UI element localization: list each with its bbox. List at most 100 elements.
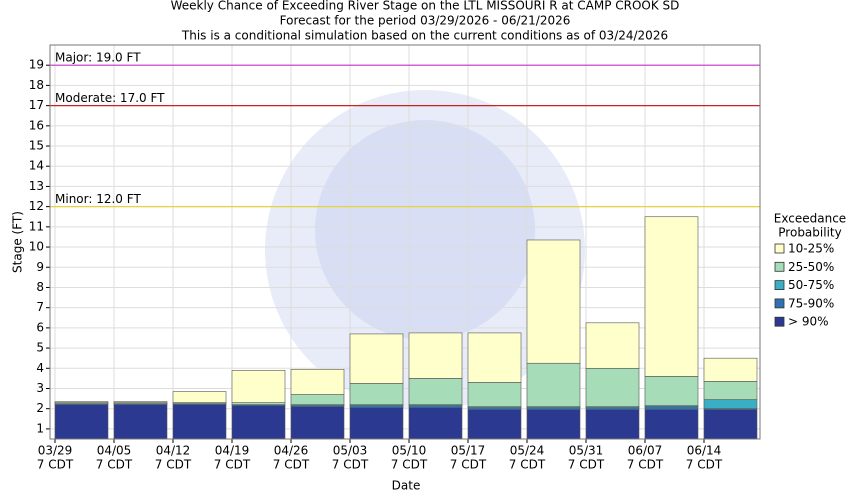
legend-title: Exceedance xyxy=(774,212,846,226)
x-tick-label: 04/12 xyxy=(156,444,191,458)
bar-segment xyxy=(408,378,463,405)
x-tick-time: 7 CDT xyxy=(332,458,369,472)
x-tick-label: 04/05 xyxy=(97,444,132,458)
x-tick-label: 04/26 xyxy=(274,444,309,458)
flood-stage-label: Major: 19.0 FT xyxy=(55,51,141,65)
legend-swatch xyxy=(774,316,785,327)
legend-swatch xyxy=(774,243,785,254)
bar-segment xyxy=(467,409,522,440)
bar-segment xyxy=(172,391,227,403)
y-tick-label: 12 xyxy=(29,199,44,213)
y-tick-label: 13 xyxy=(29,179,44,193)
y-tick-label: 19 xyxy=(29,58,44,72)
bar-segment xyxy=(585,367,640,407)
x-tick-time: 7 CDT xyxy=(450,458,487,472)
flood-stage-label: Moderate: 17.0 FT xyxy=(55,91,165,105)
legend-swatch xyxy=(774,261,785,272)
x-axis-label: Date xyxy=(392,479,421,493)
bar-segment xyxy=(290,368,345,395)
bar-segment xyxy=(526,239,581,364)
bar-segment xyxy=(467,382,522,407)
bar-segment xyxy=(113,401,168,403)
title-line: This is a conditional simulation based o… xyxy=(181,29,668,43)
bar-segment xyxy=(54,401,109,403)
x-tick-time: 7 CDT xyxy=(391,458,428,472)
x-tick-label: 06/07 xyxy=(628,444,663,458)
bar-segment xyxy=(349,333,404,384)
bar-segment xyxy=(290,394,345,405)
y-tick-label: 16 xyxy=(29,118,44,132)
y-tick-label: 11 xyxy=(29,219,44,233)
bar-segment xyxy=(585,407,640,411)
bar-segment xyxy=(644,216,699,377)
x-tick-time: 7 CDT xyxy=(509,458,546,472)
legend-label: 10-25% xyxy=(788,242,834,256)
bar-segment xyxy=(54,404,109,440)
y-tick-label: 18 xyxy=(29,78,44,92)
y-tick-label: 14 xyxy=(29,159,44,173)
legend-label: > 90% xyxy=(788,315,829,329)
x-tick-time: 7 CDT xyxy=(627,458,664,472)
y-tick-label: 17 xyxy=(29,98,44,112)
bar-segment xyxy=(408,407,463,440)
title-line: Weekly Chance of Exceeding River Stage o… xyxy=(171,0,680,13)
y-tick-label: 7 xyxy=(36,300,44,314)
bar-segment xyxy=(703,399,758,409)
y-tick-label: 8 xyxy=(36,280,44,294)
x-tick-label: 05/17 xyxy=(451,444,486,458)
bar-segment xyxy=(644,406,699,411)
bar-segment xyxy=(703,409,758,440)
bar-segment xyxy=(349,383,404,405)
bar-segment xyxy=(172,404,227,440)
x-tick-time: 7 CDT xyxy=(686,458,723,472)
x-tick-time: 7 CDT xyxy=(155,458,192,472)
x-tick-label: 05/10 xyxy=(392,444,427,458)
bar-segment xyxy=(703,357,758,382)
x-tick-time: 7 CDT xyxy=(214,458,251,472)
y-tick-label: 10 xyxy=(29,240,44,254)
bar-segment xyxy=(349,407,404,440)
bar-segment xyxy=(290,406,345,440)
x-tick-label: 05/31 xyxy=(569,444,604,458)
bar-segment xyxy=(231,402,286,405)
bar-segment xyxy=(703,381,758,400)
x-tick-label: 05/24 xyxy=(510,444,545,458)
flood-stage-label: Minor: 12.0 FT xyxy=(55,192,141,206)
bar-segment xyxy=(585,322,640,369)
y-tick-label: 9 xyxy=(36,260,44,274)
legend-swatch xyxy=(774,280,785,291)
bar-segment xyxy=(467,407,522,411)
y-tick-label: 4 xyxy=(36,361,44,375)
watermark-inner xyxy=(315,120,535,340)
bar-segment xyxy=(231,370,286,403)
y-tick-label: 6 xyxy=(36,320,44,334)
x-tick-time: 7 CDT xyxy=(568,458,605,472)
bar-segment xyxy=(526,409,581,440)
bar-segment xyxy=(526,362,581,407)
y-tick-label: 15 xyxy=(29,139,44,153)
bar-segment xyxy=(467,332,522,383)
y-tick-label: 5 xyxy=(36,341,44,355)
legend-label: 50-75% xyxy=(788,278,834,292)
plot-border xyxy=(49,44,761,440)
x-tick-time: 7 CDT xyxy=(37,458,74,472)
bar-segment xyxy=(408,405,463,408)
x-tick-label: 03/29 xyxy=(38,444,73,458)
x-tick-label: 06/14 xyxy=(687,444,722,458)
x-tick-label: 04/19 xyxy=(215,444,250,458)
y-axis-label: Stage (FT) xyxy=(11,211,25,273)
title-line: Forecast for the period 03/29/2026 - 06/… xyxy=(280,14,571,28)
bar-segment xyxy=(644,376,699,406)
legend-swatch xyxy=(774,298,785,309)
y-tick-label: 1 xyxy=(36,421,44,435)
x-tick-time: 7 CDT xyxy=(96,458,133,472)
y-tick-label: 3 xyxy=(36,381,44,395)
x-tick-time: 7 CDT xyxy=(273,458,310,472)
legend-label: 25-50% xyxy=(788,260,834,274)
bar-segment xyxy=(231,405,286,440)
bar-segment xyxy=(349,405,404,408)
bar-segment xyxy=(113,404,168,440)
y-tick-label: 2 xyxy=(36,401,44,415)
